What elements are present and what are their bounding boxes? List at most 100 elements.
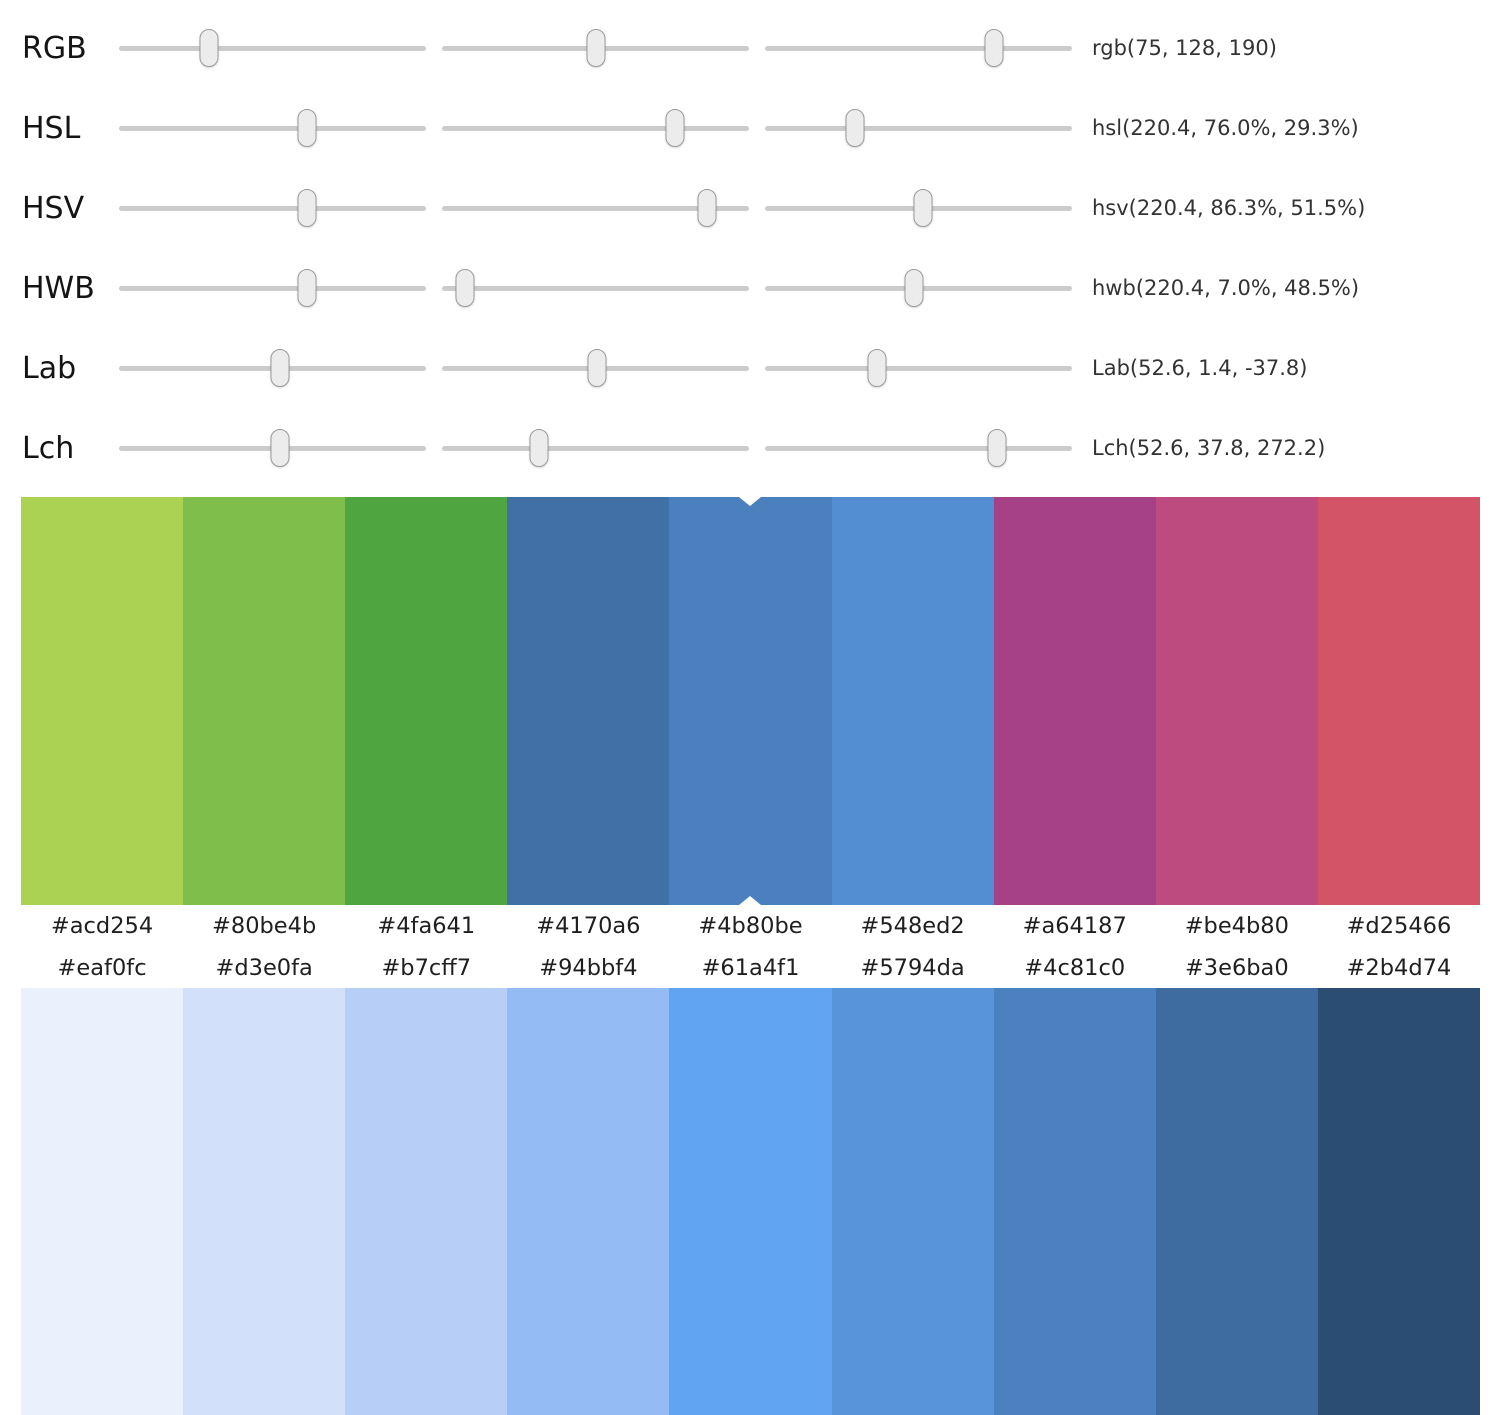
lab-slider-track-1[interactable] bbox=[119, 349, 426, 387]
row-label-rgb: RGB bbox=[22, 30, 87, 66]
shade-swatch-4[interactable] bbox=[507, 988, 670, 1415]
row-label-lab: Lab bbox=[22, 350, 77, 386]
rgb-slider-track-3[interactable] bbox=[765, 29, 1072, 67]
hsl-slider-thumb-3[interactable] bbox=[845, 109, 865, 147]
hwb-slider-track-2[interactable] bbox=[442, 269, 749, 307]
hex-label: #d25466 bbox=[1346, 913, 1452, 939]
hwb-slider-thumb-1[interactable] bbox=[297, 269, 317, 307]
shade-swatch-3[interactable] bbox=[345, 988, 508, 1415]
slider-row-lch: Lch Lch(52.6, 37.8, 272.2) bbox=[0, 408, 1501, 488]
hex-label: #5794da bbox=[860, 954, 965, 981]
slider-row-hwb: HWB hwb(220.4, 7.0%, 48.5%) bbox=[0, 248, 1501, 328]
hex-label: #b7cff7 bbox=[381, 954, 472, 981]
hsv-value-readout: hsv(220.4, 86.3%, 51.5%) bbox=[1092, 196, 1366, 220]
selection-caret-bottom-icon bbox=[739, 896, 762, 905]
lab-value-readout: Lab(52.6, 1.4, -37.8) bbox=[1092, 356, 1308, 380]
hsl-slider-track-1[interactable] bbox=[119, 109, 426, 147]
hsv-slider-thumb-2[interactable] bbox=[697, 189, 717, 227]
lab-tracks bbox=[119, 349, 1072, 387]
selection-caret-top-icon bbox=[739, 497, 762, 506]
hex-label: #a64187 bbox=[1022, 913, 1127, 939]
hue-swatch-9[interactable] bbox=[1317, 497, 1480, 905]
hue-swatch-5-selected[interactable] bbox=[669, 497, 832, 905]
hue-swatch-6[interactable] bbox=[831, 497, 994, 905]
lch-tracks bbox=[119, 429, 1072, 467]
hsv-slider-thumb-3[interactable] bbox=[913, 189, 933, 227]
lab-slider-thumb-3[interactable] bbox=[867, 349, 887, 387]
hwb-slider-thumb-3[interactable] bbox=[904, 269, 924, 307]
rgb-slider-track-2[interactable] bbox=[442, 29, 749, 67]
hue-palette bbox=[21, 497, 1480, 905]
shade-swatch-9[interactable] bbox=[1317, 988, 1480, 1415]
row-label-hsl: HSL bbox=[22, 110, 81, 146]
lch-slider-track-2[interactable] bbox=[442, 429, 749, 467]
shade-swatch-8[interactable] bbox=[1155, 988, 1318, 1415]
hex-label: #2b4d74 bbox=[1346, 954, 1452, 981]
lch-slider-track-1[interactable] bbox=[119, 429, 426, 467]
hwb-tracks bbox=[119, 269, 1072, 307]
hex-label: #be4b80 bbox=[1184, 913, 1289, 939]
hwb-slider-track-1[interactable] bbox=[119, 269, 426, 307]
lch-slider-thumb-2[interactable] bbox=[529, 429, 549, 467]
hue-palette-labels: #acd254 #80be4b #4fa641 #4170a6 #4b80be … bbox=[21, 905, 1480, 947]
rgb-slider-thumb-1[interactable] bbox=[199, 29, 219, 67]
shade-palette-labels: #eaf0fc #d3e0fa #b7cff7 #94bbf4 #61a4f1 … bbox=[21, 947, 1480, 988]
hsv-slider-track-2[interactable] bbox=[442, 189, 749, 227]
rgb-slider-thumb-3[interactable] bbox=[984, 29, 1004, 67]
hex-label: #4c81c0 bbox=[1024, 954, 1126, 981]
hsv-tracks bbox=[119, 189, 1072, 227]
lch-slider-thumb-3[interactable] bbox=[987, 429, 1007, 467]
shade-swatch-7[interactable] bbox=[993, 988, 1156, 1415]
lab-slider-track-3[interactable] bbox=[765, 349, 1072, 387]
hue-swatch-2[interactable] bbox=[183, 497, 346, 905]
shade-swatch-2[interactable] bbox=[183, 988, 346, 1415]
hwb-slider-thumb-2[interactable] bbox=[455, 269, 475, 307]
slider-row-hsv: HSV hsv(220.4, 86.3%, 51.5%) bbox=[0, 168, 1501, 248]
shade-swatch-5[interactable] bbox=[669, 988, 832, 1415]
hex-label: #80be4b bbox=[212, 913, 317, 939]
hsv-slider-thumb-1[interactable] bbox=[297, 189, 317, 227]
hue-swatch-8[interactable] bbox=[1155, 497, 1318, 905]
shade-swatch-1[interactable] bbox=[21, 988, 184, 1415]
shade-palette bbox=[21, 988, 1480, 1415]
rgb-slider-track-1[interactable] bbox=[119, 29, 426, 67]
lab-slider-track-2[interactable] bbox=[442, 349, 749, 387]
hex-label: #3e6ba0 bbox=[1184, 954, 1289, 981]
slider-row-hsl: HSL hsl(220.4, 76.0%, 29.3%) bbox=[0, 88, 1501, 168]
rgb-tracks bbox=[119, 29, 1072, 67]
hsl-slider-thumb-2[interactable] bbox=[665, 109, 685, 147]
hex-label: #acd254 bbox=[50, 913, 154, 939]
lab-slider-thumb-1[interactable] bbox=[270, 349, 290, 387]
lab-slider-thumb-2[interactable] bbox=[587, 349, 607, 387]
hwb-value-readout: hwb(220.4, 7.0%, 48.5%) bbox=[1092, 276, 1360, 300]
hex-label: #4fa641 bbox=[377, 913, 476, 939]
hsv-slider-track-1[interactable] bbox=[119, 189, 426, 227]
hsl-slider-track-2[interactable] bbox=[442, 109, 749, 147]
hex-label: #61a4f1 bbox=[701, 954, 800, 981]
rgb-slider-thumb-2[interactable] bbox=[586, 29, 606, 67]
row-label-lch: Lch bbox=[22, 430, 75, 466]
rgb-value-readout: rgb(75, 128, 190) bbox=[1092, 36, 1277, 60]
lch-slider-thumb-1[interactable] bbox=[270, 429, 290, 467]
shade-swatch-6[interactable] bbox=[831, 988, 994, 1415]
hex-label: #4b80be bbox=[698, 913, 803, 939]
hwb-slider-track-3[interactable] bbox=[765, 269, 1072, 307]
hsv-slider-track-3[interactable] bbox=[765, 189, 1072, 227]
hue-swatch-7[interactable] bbox=[993, 497, 1156, 905]
hue-swatch-3[interactable] bbox=[345, 497, 508, 905]
hsl-slider-track-3[interactable] bbox=[765, 109, 1072, 147]
slider-row-lab: Lab Lab(52.6, 1.4, -37.8) bbox=[0, 328, 1501, 408]
slider-row-rgb: RGB rgb(75, 128, 190) bbox=[0, 8, 1501, 88]
hex-label: #d3e0fa bbox=[215, 954, 313, 981]
hex-label: #94bbf4 bbox=[539, 954, 638, 981]
hsl-value-readout: hsl(220.4, 76.0%, 29.3%) bbox=[1092, 116, 1359, 140]
lch-value-readout: Lch(52.6, 37.8, 272.2) bbox=[1092, 436, 1326, 460]
hue-swatch-4[interactable] bbox=[507, 497, 670, 905]
hue-swatch-1[interactable] bbox=[21, 497, 184, 905]
hsl-slider-thumb-1[interactable] bbox=[297, 109, 317, 147]
hex-label: #eaf0fc bbox=[57, 954, 147, 981]
row-label-hwb: HWB bbox=[22, 270, 95, 306]
lch-slider-track-3[interactable] bbox=[765, 429, 1072, 467]
color-slider-panel: RGB rgb(75, 128, 190) HSL hsl(220.4, 76.… bbox=[0, 0, 1501, 488]
hsl-tracks bbox=[119, 109, 1072, 147]
